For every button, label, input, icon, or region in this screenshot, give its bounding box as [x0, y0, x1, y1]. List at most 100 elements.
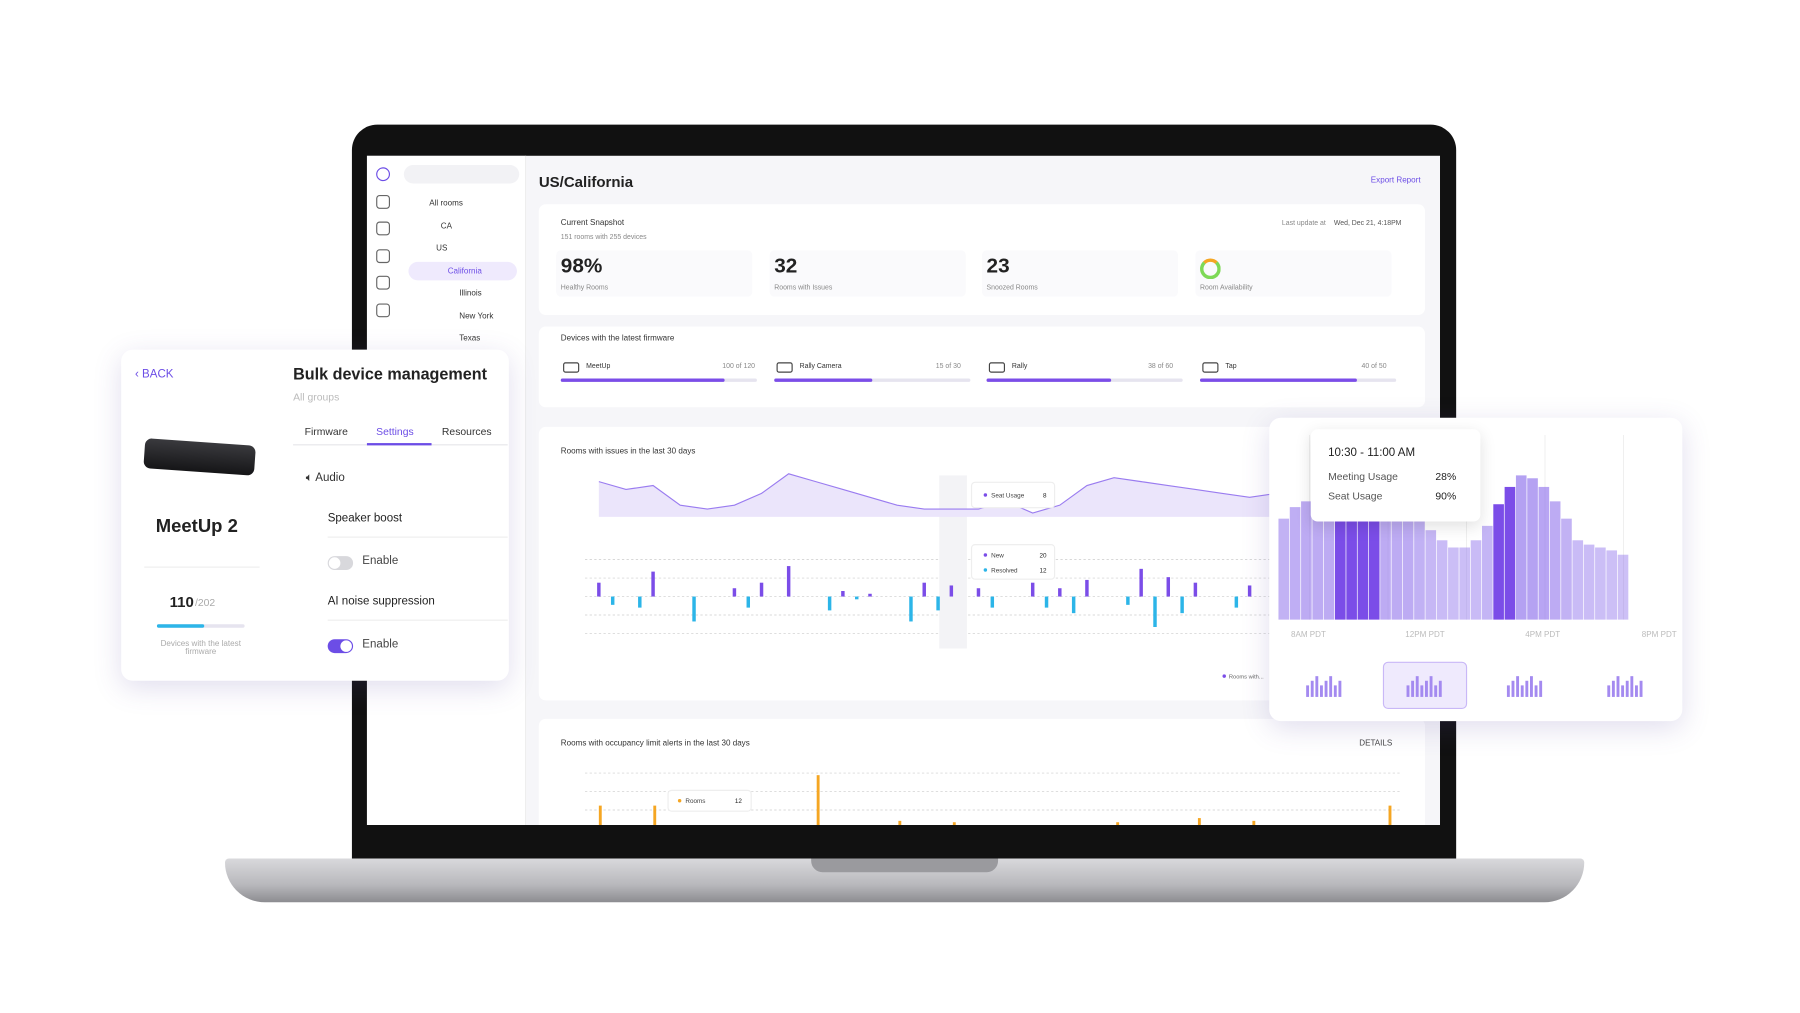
usage-bar [1346, 501, 1357, 620]
tab[interactable]: Firmware [304, 425, 348, 438]
seat-usage-line [598, 473, 1332, 514]
tree-item[interactable]: US [436, 244, 448, 253]
x-tick-label: 4PM PDT [1525, 630, 1560, 639]
usage-tooltip [1310, 429, 1481, 522]
device-count: 100 of 120 [722, 363, 756, 371]
firmware-title: Devices with the latest firmware [560, 334, 675, 343]
thumbnail-bar [1420, 685, 1424, 697]
device-name: Rally [1011, 363, 1028, 371]
toggle-label: Enable [362, 638, 399, 651]
nav-icon[interactable] [376, 248, 391, 263]
occupancy-bar [598, 805, 602, 826]
tree-item[interactable]: New York [459, 312, 494, 321]
issues-chart: Rooms with... Seat Usage 8 New 20 Resolved 12 [585, 473, 1333, 680]
tooltip-dot [983, 493, 988, 497]
resolved-bar [1044, 596, 1049, 608]
tree-item[interactable]: Texas [459, 334, 481, 343]
tooltip-value: 12 [735, 798, 743, 805]
thumbnail-bar [1506, 685, 1510, 697]
back-label[interactable]: BACK [142, 368, 174, 381]
thumbnail-bar [1607, 685, 1611, 697]
device-name: MeetUp [586, 363, 611, 371]
occupancy-bar [1116, 822, 1120, 826]
tab[interactable]: Settings [376, 425, 414, 438]
nav-icon[interactable] [376, 275, 391, 290]
export-link[interactable]: Export Report [1370, 176, 1421, 185]
nav-icon[interactable] [376, 194, 391, 209]
usage-bar [1391, 501, 1403, 620]
new-bar [1166, 577, 1171, 597]
thumbnail-bar [1639, 680, 1643, 697]
occupancy-bar [952, 822, 956, 826]
progress-bar [774, 378, 873, 382]
back-button[interactable]: ‹ BACK [135, 368, 174, 381]
device-name: Tap [1225, 363, 1237, 371]
thumbnail-bar [1333, 685, 1337, 697]
tooltip-top [970, 481, 1056, 509]
usage-bar [1606, 550, 1618, 620]
new-bar [597, 582, 601, 597]
thumbnail-bar [1338, 680, 1342, 697]
progress-track [774, 378, 971, 382]
updated-label: Last update at [1281, 220, 1326, 228]
toggle[interactable] [327, 639, 354, 654]
occupancy-title: Rooms with occupancy limit alerts in the… [560, 739, 750, 748]
thumbnail-bar [1310, 680, 1314, 697]
resolved-bar [1153, 596, 1157, 628]
tree-item[interactable]: California [447, 267, 482, 276]
thumbnail-bar [1306, 685, 1310, 697]
tab-underline [366, 443, 432, 446]
device-caption: Devices with the latest firmware [160, 640, 241, 657]
usage-bar [1380, 501, 1391, 620]
thumbnail-bar [1438, 680, 1442, 697]
stat-label: Room Availability [1200, 285, 1253, 292]
usage-bar [1425, 530, 1437, 620]
thumbnail-bar [1315, 676, 1319, 697]
audio-section: 🔈︎ Audio [305, 471, 345, 485]
toggle-knob [328, 557, 341, 569]
details-link[interactable]: DETAILS [1359, 739, 1393, 748]
tooltip-row-name: Seat Usage [1328, 490, 1383, 502]
new-bar [1193, 582, 1198, 597]
stat-box [769, 250, 966, 297]
stat-label: Healthy Rooms [560, 285, 609, 292]
new-bar [1030, 582, 1035, 597]
nav-icon[interactable] [376, 221, 391, 236]
usage-bar [1402, 501, 1414, 620]
tree-item[interactable]: CA [440, 222, 453, 231]
resolved-bar [610, 596, 615, 605]
x-tick-label: 8AM PDT [1291, 630, 1326, 639]
stat-label: Rooms with Issues [774, 285, 833, 292]
occupancy-bar [653, 805, 657, 826]
tab[interactable]: Resources [441, 425, 492, 438]
resolved-bar [990, 596, 995, 608]
resolved-bar [936, 596, 940, 611]
device-icon [776, 362, 793, 373]
toggle[interactable] [327, 556, 354, 571]
thumbnail-bar [1630, 676, 1634, 697]
device-icon [988, 362, 1006, 373]
tree-item[interactable]: Illinois [459, 289, 482, 298]
occupancy-bar [1388, 805, 1392, 826]
device-count: 110 [169, 593, 194, 611]
usage-bar [1504, 486, 1516, 620]
usage-bar [1515, 475, 1527, 620]
nav-icon[interactable] [376, 302, 391, 317]
setting-divider [327, 536, 508, 538]
toggle-knob [340, 640, 352, 652]
progress-bar [986, 378, 1111, 382]
device-icon [563, 362, 580, 373]
nav-icon[interactable] [376, 167, 391, 182]
occupancy-bar [898, 820, 902, 826]
tree-item[interactable]: All rooms [429, 199, 463, 208]
thumbnail-bar [1625, 680, 1629, 697]
resolved-bar [909, 596, 913, 622]
usage-bar [1323, 501, 1335, 620]
device-count: 40 of 50 [1361, 363, 1387, 371]
usage-bar [1459, 547, 1471, 620]
thumbnail-bar [1516, 676, 1520, 697]
thumbnail [1483, 662, 1567, 709]
usage-bar [1595, 547, 1606, 620]
stat-value: 32 [774, 253, 798, 277]
setting-divider [327, 619, 508, 621]
